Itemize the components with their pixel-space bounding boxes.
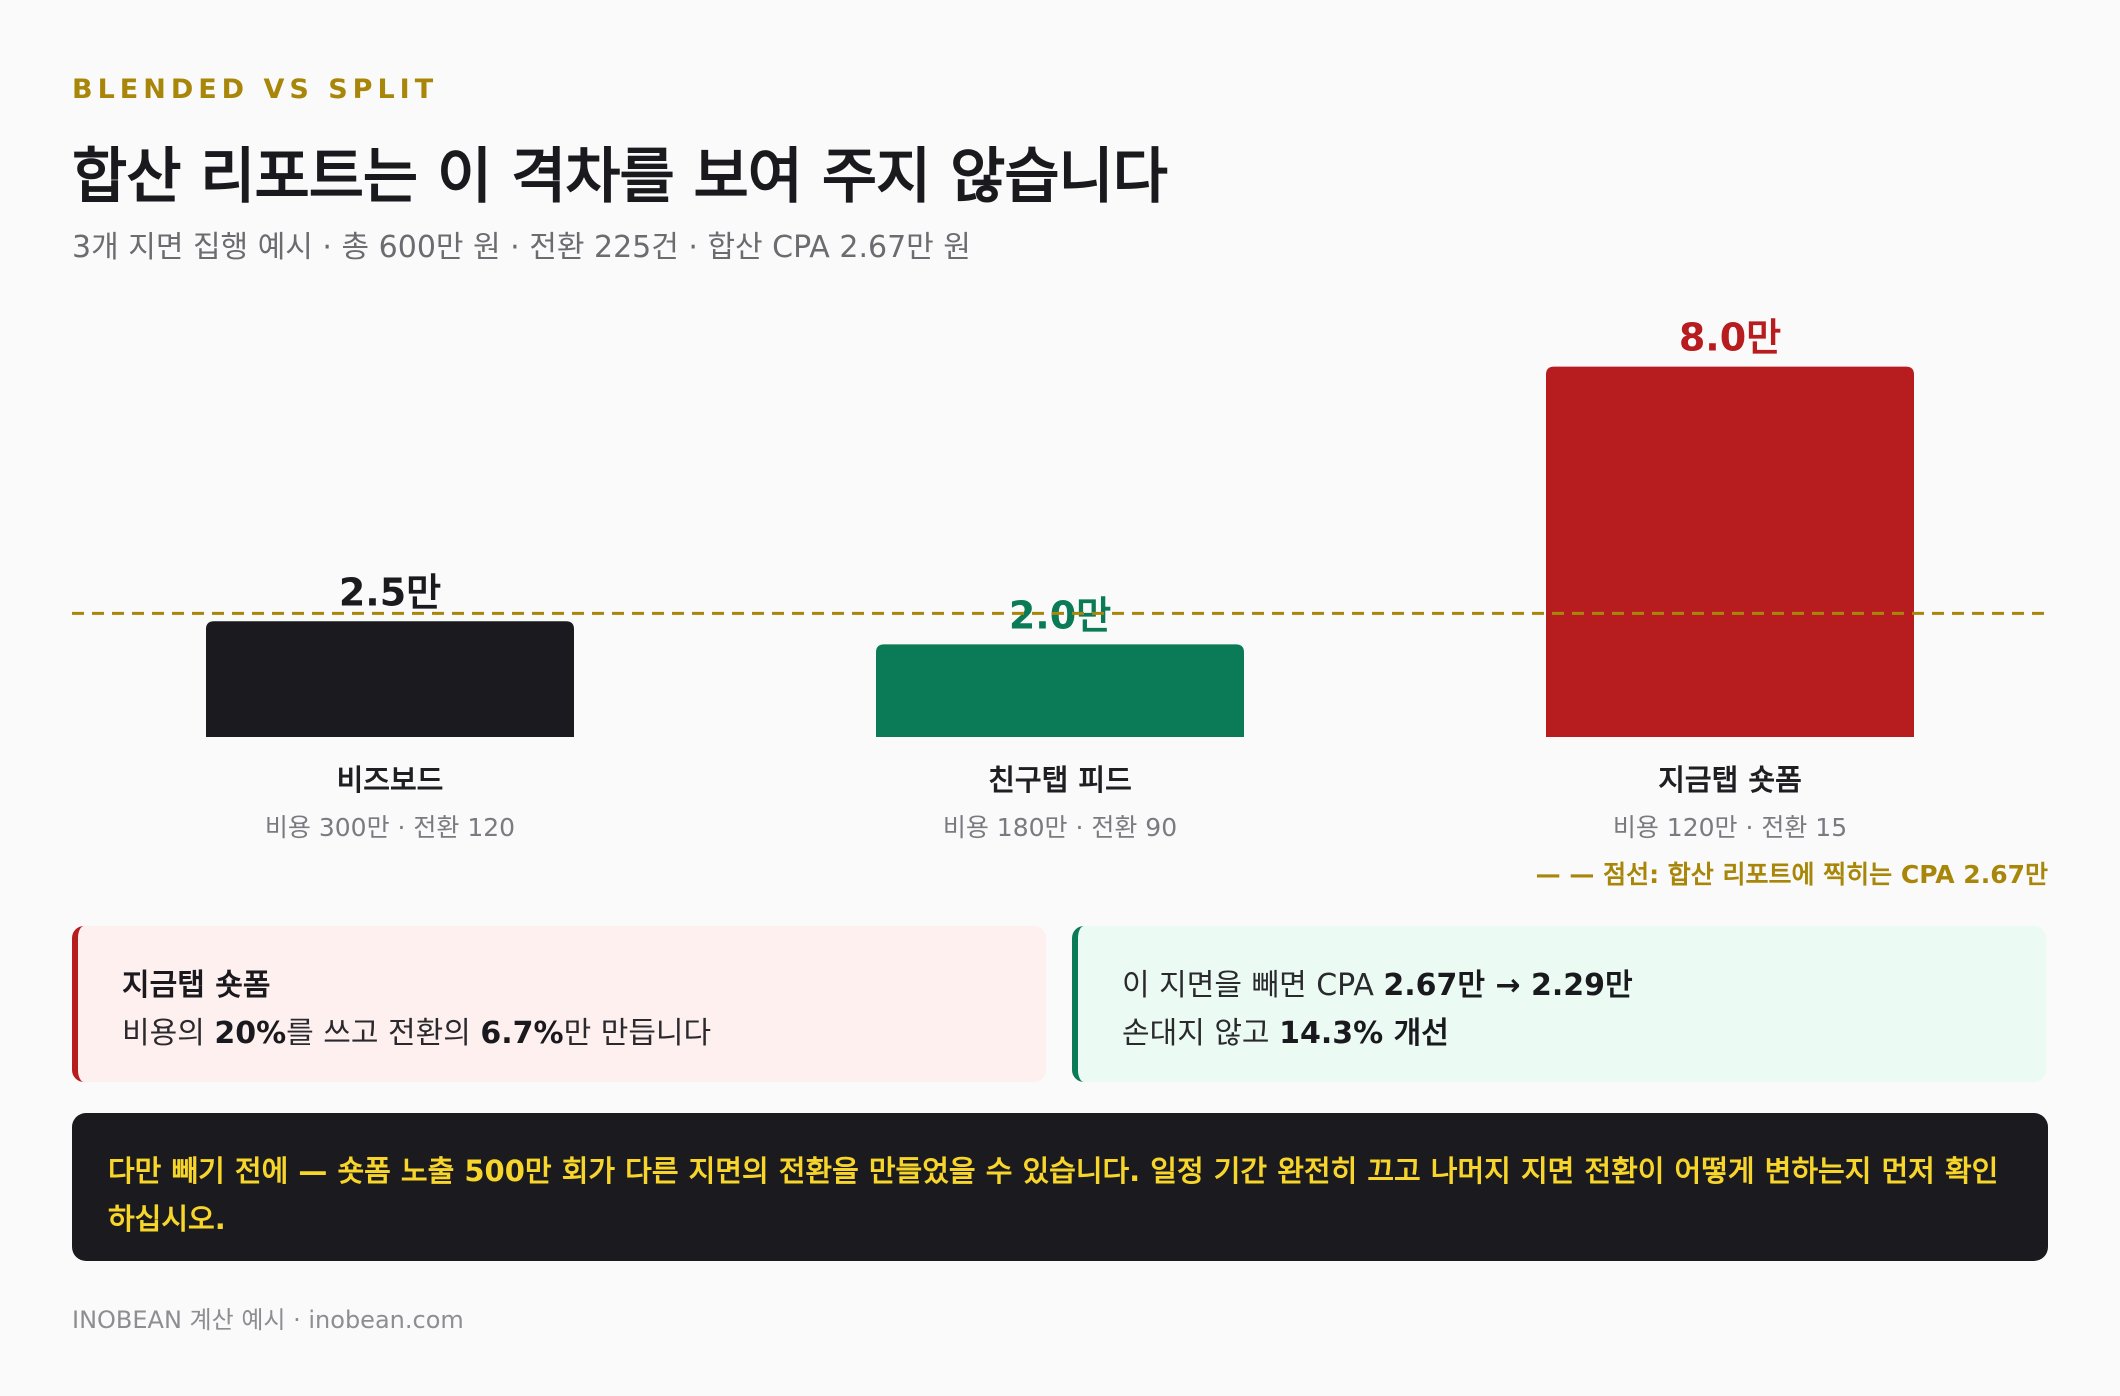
conversion-share: 6.7%: [480, 1016, 564, 1051]
text-segment: 비용의: [122, 1016, 215, 1051]
bar: [1546, 366, 1914, 737]
bar: [876, 644, 1244, 737]
bar-value-label: 2.5만: [339, 570, 441, 614]
improvement-value: 14.3% 개선: [1279, 1016, 1449, 1051]
footer: INOBEAN 계산 예시 · inobean.com: [72, 1306, 464, 1334]
bar: [206, 621, 574, 737]
cost-share: 20%: [214, 1016, 287, 1051]
text-segment: 만 만듭니다: [563, 1016, 712, 1051]
warning-box: 다만 빼기 전에 — 숏폼 노출 500만 회가 다른 지면의 전환을 만들었을…: [72, 1113, 2048, 1261]
category-sublabel: 비용 120만 · 전환 15: [1613, 813, 1847, 842]
callout-cpa-change: 이 지면을 빼면 CPA 2.67만 → 2.29만: [1122, 962, 2046, 1010]
category-sublabel: 비용 180만 · 전환 90: [943, 813, 1177, 842]
callout-heading: 지금탭 숏폼: [122, 968, 271, 1003]
page-subtitle: 3개 지면 집행 예시 · 총 600만 원 · 전환 225건 · 합산 CP…: [72, 230, 971, 265]
text-segment: 를 쓰고 전환의: [286, 1016, 481, 1051]
category-label: 지금탭 숏폼: [1658, 763, 1802, 797]
callout-improvement-detail: 손대지 않고 14.3% 개선: [1122, 1010, 2046, 1058]
eyebrow-label: BLENDED VS SPLIT: [72, 74, 439, 105]
callout-shopping: 지금탭 숏폼 비용의 20%를 쓰고 전환의 6.7%만 만듭니다: [72, 926, 1046, 1082]
reference-line-legend: — — 점선: 합산 리포트에 찍히는 CPA 2.67만: [1536, 860, 2048, 889]
bar-value-label: 2.0만: [1009, 593, 1111, 637]
category-label: 친구탭 피드: [988, 763, 1132, 797]
page-title: 합산 리포트는 이 격차를 보여 주지 않습니다: [72, 142, 1168, 212]
callout-improvement: 이 지면을 빼면 CPA 2.67만 → 2.29만 손대지 않고 14.3% …: [1072, 926, 2046, 1082]
text-segment: 손대지 않고: [1122, 1016, 1280, 1051]
cpa-change-value: 2.67만 → 2.29만: [1383, 968, 1633, 1003]
text-segment: 이 지면을 빼면 CPA: [1122, 968, 1384, 1003]
bar-value-label: 8.0만: [1679, 316, 1781, 360]
category-label: 비즈보드: [337, 763, 444, 797]
callout-shopping-detail: 비용의 20%를 쓰고 전환의 6.7%만 만듭니다: [122, 1010, 1046, 1058]
category-sublabel: 비용 300만 · 전환 120: [265, 813, 515, 842]
